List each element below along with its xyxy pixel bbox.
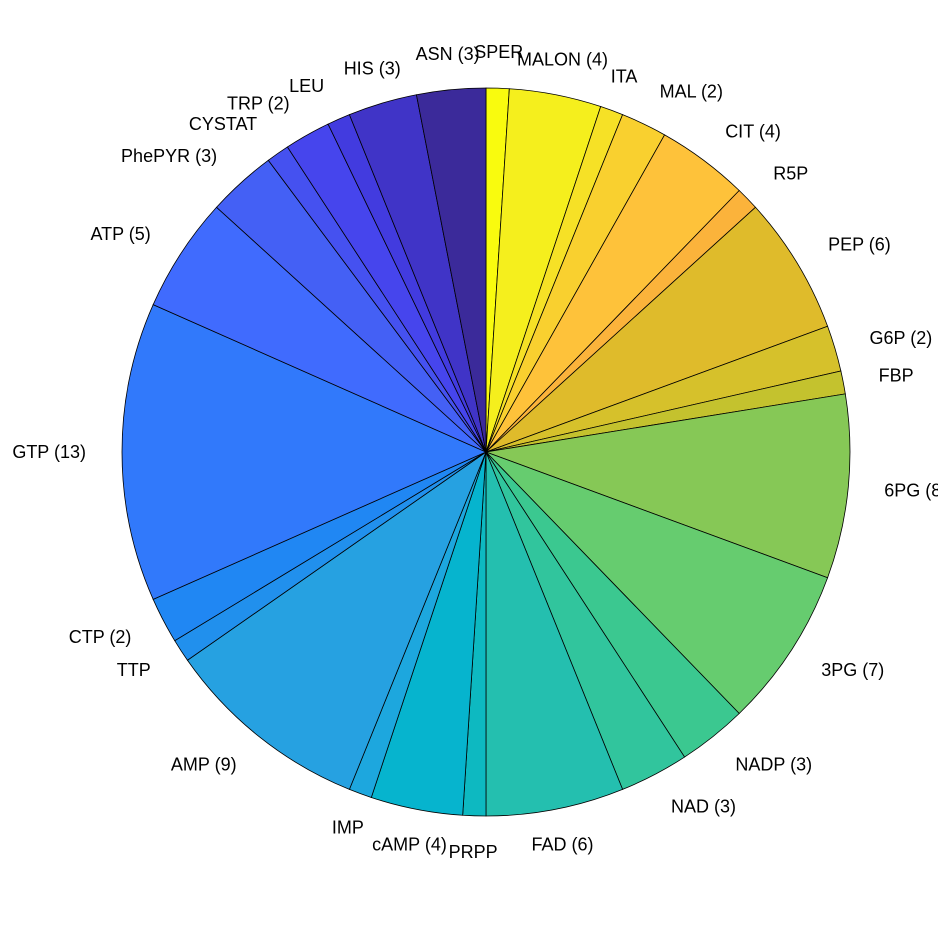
pie-label-phepyr-3: PhePYR (3) [121,146,217,166]
pie-label-trp-2: TRP (2) [227,94,290,114]
pie-label-cystat: CYSTAT [189,114,257,134]
pie-label-malon-4: MALON (4) [517,49,608,69]
pie-label-ita: ITA [611,67,638,87]
pie-label-pep-6: PEP (6) [828,235,891,255]
pie-slice-gtp-13 [121,304,487,600]
pie-label-mal-2: MAL (2) [660,82,723,102]
pie-slice-3pg-7 [485,451,829,715]
pie-label-prpp: PRPP [449,842,498,862]
pie-label-fad-6: FAD (6) [531,835,593,855]
pie-label-amp-9: AMP (9) [171,755,237,775]
pie-label-ttp: TTP [117,660,151,680]
pie-label-g6p-2: G6P (2) [870,328,933,348]
pie-slice-amp-9 [186,450,487,790]
pie-slices [121,87,851,817]
pie-label-sper: SPER [474,42,523,62]
pie-label-nad-3: NAD (3) [671,797,736,817]
pie-slice-fad-6 [485,451,624,817]
pie-slice-asn-3 [415,87,487,453]
pie-label-ctp-2: CTP (2) [69,627,132,647]
pie-label-r5p: R5P [773,164,808,184]
pie-label-fbp: FBP [879,366,914,386]
pie-slice-6pg-8 [484,393,851,579]
pie-label-imp: IMP [332,817,364,837]
pie-label-atp-5: ATP (5) [90,224,150,244]
pie-slice-pep-6 [485,206,829,453]
pie-label-6pg-8: 6PG (8) [884,480,938,500]
pie-label-his-3: HIS (3) [344,59,401,79]
pie-label-gtp-13: GTP (13) [12,442,86,462]
pie-label-asn-3: ASN (3) [416,44,480,64]
pie-label-cit-4: CIT (4) [725,121,781,141]
pie-label-leu: LEU [289,76,324,96]
pie-label-camp-4: cAMP (4) [372,835,447,855]
pie-label-nadp-3: NADP (3) [735,755,812,775]
pie-label-3pg-7: 3PG (7) [821,660,884,680]
